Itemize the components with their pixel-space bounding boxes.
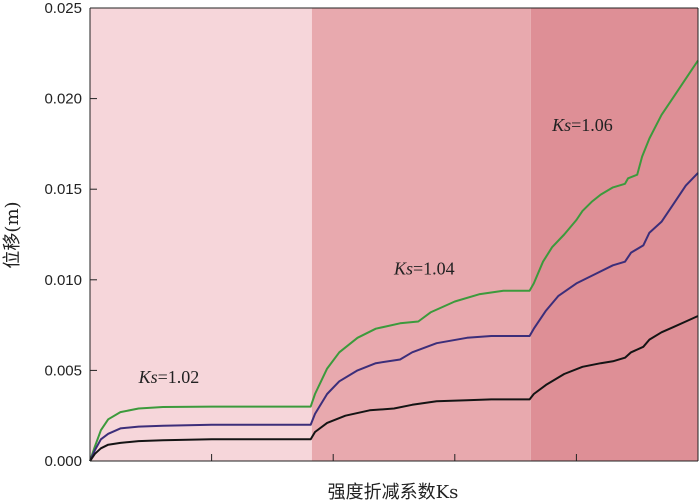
stage-label-2: Ks=1.04 bbox=[393, 258, 455, 278]
stage-band-2 bbox=[311, 8, 531, 461]
y-tick-label: 0.025 bbox=[44, 0, 82, 17]
y-tick-label: 0.015 bbox=[44, 181, 82, 198]
axis-layer bbox=[89, 7, 699, 462]
stage-label-3: Ks=1.06 bbox=[551, 115, 613, 135]
y-tick-label: 0.005 bbox=[44, 362, 82, 379]
y-tick-label: 0.000 bbox=[44, 453, 82, 470]
x-axis-title: 强度折减系数Ks bbox=[328, 482, 459, 503]
series-line-3 bbox=[89, 315, 699, 462]
stage-band-3 bbox=[530, 8, 698, 461]
series-layer bbox=[89, 59, 699, 462]
tick-layer: 0.000 0.005 0.010 0.015 0.020 0.025 bbox=[44, 0, 577, 470]
series-line-1 bbox=[89, 59, 699, 462]
stage-label-1: Ks=1.02 bbox=[138, 367, 200, 387]
y-axis-title: 位移(m) bbox=[2, 201, 23, 268]
stage-background-layer bbox=[90, 8, 698, 461]
stage-band-1 bbox=[90, 8, 312, 461]
series-line-2 bbox=[89, 172, 699, 462]
y-tick-label: 0.010 bbox=[44, 272, 82, 289]
stage-annotation-layer: Ks=1.02 Ks=1.04 Ks=1.06 bbox=[138, 115, 613, 387]
y-tick-label: 0.020 bbox=[44, 91, 82, 108]
